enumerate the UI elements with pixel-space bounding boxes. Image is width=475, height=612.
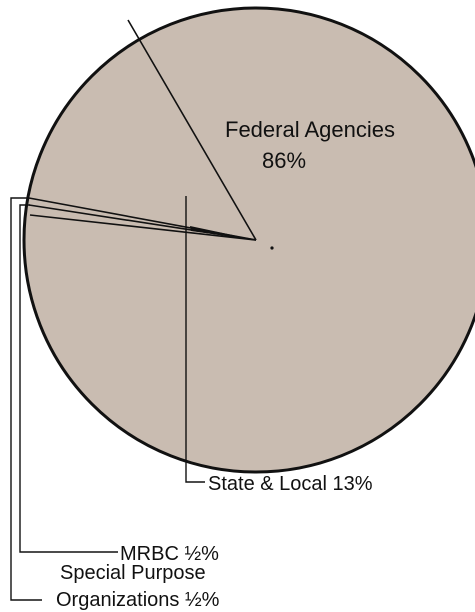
label-state-local: State & Local 13% xyxy=(208,473,373,495)
label-federal-agencies: Federal Agencies xyxy=(225,117,395,142)
label-special-purpose-line1: Special Purpose xyxy=(60,562,206,584)
slice-wedge-small xyxy=(190,226,256,240)
leader-line-mrbc xyxy=(19,204,118,553)
label-federal-percent: 86% xyxy=(262,148,306,173)
pie-center-dot xyxy=(270,246,274,250)
leader-line-special xyxy=(10,197,42,601)
slice-boundary-federal-state xyxy=(127,19,257,241)
leader-line-state-local xyxy=(185,196,205,483)
slice-boundary-state-mrbc xyxy=(29,214,257,241)
label-mrbc: MRBC ½% xyxy=(120,543,219,565)
label-special-purpose-line2: Organizations ½% xyxy=(56,589,220,611)
